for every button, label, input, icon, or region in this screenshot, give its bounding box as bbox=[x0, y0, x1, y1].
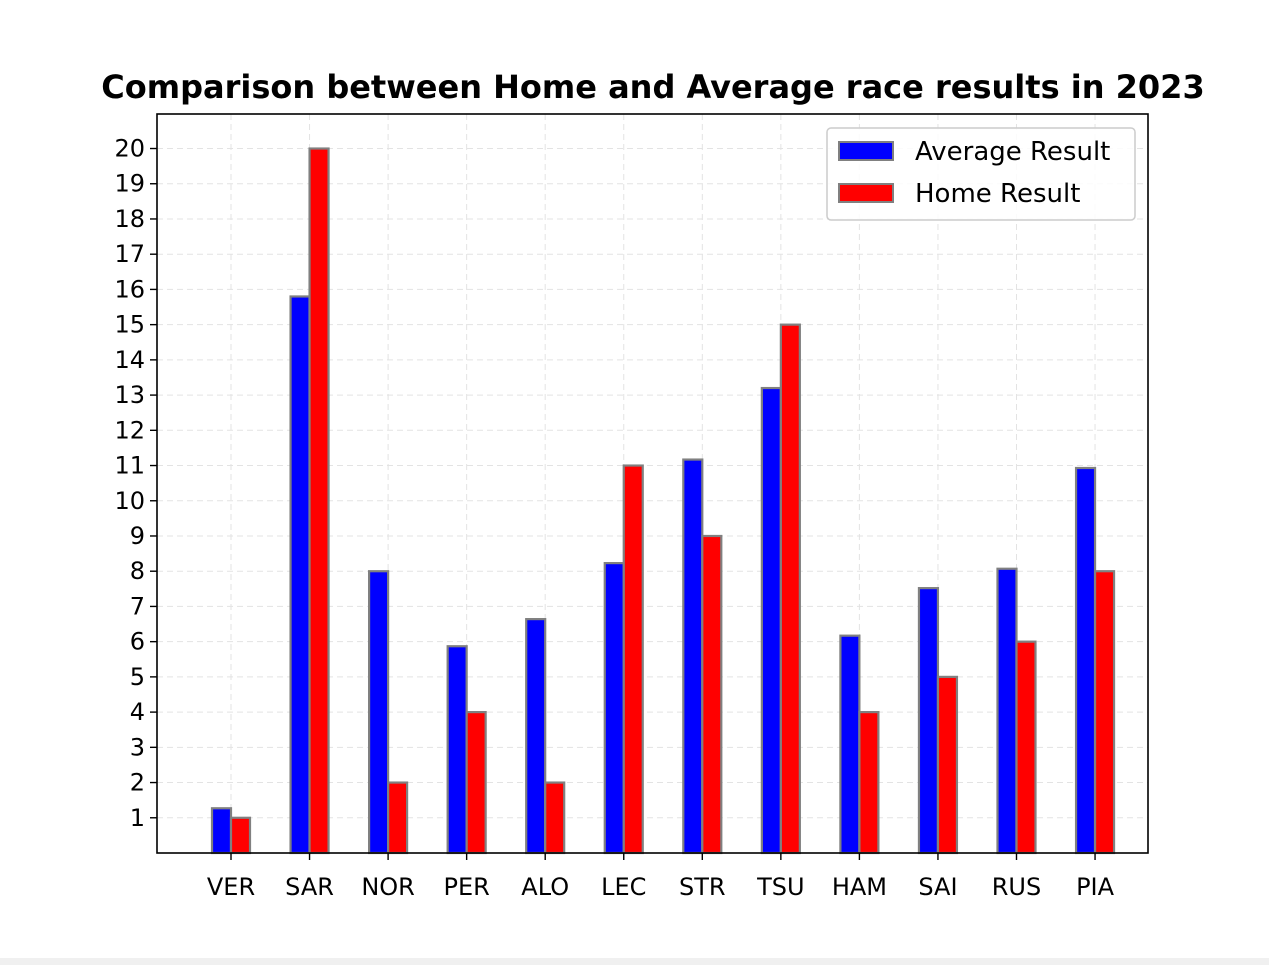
bar-home-rus bbox=[1015, 640, 1037, 855]
bar-average-per bbox=[446, 645, 468, 855]
bar-home-tsu bbox=[779, 323, 801, 855]
y-tick-label: 15 bbox=[114, 311, 145, 339]
bars bbox=[210, 147, 1116, 855]
x-tick-label: VER bbox=[207, 873, 255, 901]
bar-home-per bbox=[465, 711, 487, 855]
x-tick-label: ALO bbox=[521, 873, 569, 901]
y-tick-label: 6 bbox=[130, 628, 145, 656]
y-tick-label: 18 bbox=[114, 205, 145, 233]
y-tick-label: 17 bbox=[114, 240, 145, 268]
bar-average-sai bbox=[917, 587, 940, 855]
legend-label-home: Home Result bbox=[915, 179, 1080, 209]
chart-title: Comparison between Home and Average race… bbox=[101, 68, 1204, 106]
y-tick-label: 1 bbox=[130, 804, 145, 832]
plot-frame bbox=[156, 113, 1149, 854]
bar-home-str bbox=[701, 534, 723, 855]
x-tick-label: RUS bbox=[992, 873, 1041, 901]
bar-home-sar bbox=[308, 147, 330, 855]
legend: Average Result Home Result bbox=[826, 127, 1136, 221]
y-tick-label: 5 bbox=[130, 663, 145, 691]
bar-home-sai bbox=[936, 675, 959, 855]
y-tick-label: 13 bbox=[114, 381, 145, 409]
y-tick-label: 11 bbox=[114, 452, 145, 480]
y-tick-label: 2 bbox=[130, 769, 145, 797]
bottom-strip bbox=[0, 958, 1269, 965]
bar-average-lec bbox=[603, 562, 625, 855]
legend-box bbox=[826, 127, 1136, 221]
bar-average-alo bbox=[525, 618, 547, 855]
x-tick-label: HAM bbox=[832, 873, 887, 901]
y-tick-label: 3 bbox=[130, 733, 145, 761]
bar-home-ham bbox=[858, 711, 880, 855]
bar-home-ver bbox=[229, 816, 252, 855]
bar-average-tsu bbox=[760, 386, 782, 855]
bar-average-str bbox=[682, 458, 704, 855]
y-tick-label: 14 bbox=[114, 346, 145, 374]
bar-home-pia bbox=[1093, 570, 1116, 855]
y-tick-label: 16 bbox=[114, 275, 145, 303]
y-tick-label: 12 bbox=[114, 416, 145, 444]
bar-average-pia bbox=[1074, 466, 1097, 855]
bar-average-ver bbox=[210, 807, 233, 855]
x-tick-label: TSU bbox=[756, 873, 804, 901]
x-tick-label: STR bbox=[679, 873, 726, 901]
bar-average-sar bbox=[289, 295, 311, 855]
bar-home-lec bbox=[622, 464, 644, 855]
y-tick-label: 4 bbox=[130, 698, 145, 726]
bar-home-nor bbox=[387, 781, 409, 855]
y-tick-label: 20 bbox=[114, 135, 145, 163]
legend-label-average: Average Result bbox=[915, 137, 1110, 167]
bar-average-nor bbox=[368, 570, 390, 855]
bar-average-rus bbox=[996, 567, 1018, 855]
x-tick-label: PIA bbox=[1076, 873, 1115, 901]
y-tick-label: 7 bbox=[130, 592, 145, 620]
x-tick-label: SAI bbox=[918, 873, 957, 901]
bar-average-ham bbox=[839, 634, 861, 855]
legend-swatch-home bbox=[838, 183, 894, 203]
x-tick-label: NOR bbox=[361, 873, 415, 901]
y-tick-label: 19 bbox=[114, 170, 145, 198]
x-axis: VER SAR NOR PER ALO LEC STR TSU HAM SAI RUS PIA bbox=[207, 853, 1115, 901]
y-tick-label: 8 bbox=[130, 557, 145, 585]
legend-swatch-average bbox=[838, 141, 894, 161]
x-tick-label: SAR bbox=[285, 873, 334, 901]
y-tick-label: 9 bbox=[130, 522, 145, 550]
x-tick-label: PER bbox=[443, 873, 489, 901]
x-tick-label: LEC bbox=[601, 873, 646, 901]
bar-home-alo bbox=[544, 781, 566, 855]
y-tick-label: 10 bbox=[114, 487, 145, 515]
